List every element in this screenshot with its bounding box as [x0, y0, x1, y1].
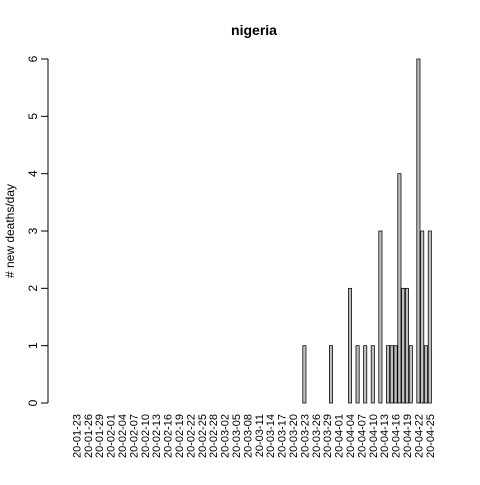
x-tick-label: 20-01-29 [94, 414, 106, 458]
x-tick-label: 20-02-04 [117, 414, 129, 458]
bar [405, 287, 409, 404]
bar [397, 173, 402, 404]
x-tick-label: 20-04-10 [368, 414, 380, 458]
x-tick-label: 20-04-04 [345, 414, 357, 458]
x-tick-label: 20-02-10 [140, 414, 152, 458]
bar [302, 345, 307, 404]
x-tick-label: 20-04-16 [391, 414, 403, 458]
y-tick-label: 4 [26, 170, 40, 177]
bar [401, 287, 406, 404]
bar [424, 345, 428, 404]
x-tick-label: 20-03-11 [254, 414, 266, 457]
x-tick-label: 20-02-19 [174, 414, 186, 458]
bar [427, 230, 432, 404]
y-tick-label: 2 [26, 285, 40, 292]
x-tick-label: 20-04-22 [413, 414, 425, 458]
x-tick-label: 20-04-13 [379, 414, 391, 458]
x-axis: 20-01-23 20-01-26 20-01-29 20-02-01 20-02-04… [71, 414, 436, 458]
bar [408, 345, 413, 404]
chart-title: nigeria [231, 22, 277, 38]
x-tick-label: 20-01-26 [83, 414, 95, 458]
x-tick-label: 20-03-26 [311, 414, 323, 458]
x-tick-label: 20-02-28 [208, 414, 220, 458]
x-tick-label: 20-04-01 [334, 414, 346, 458]
x-tick-label: 20-01-23 [71, 414, 83, 458]
bar [348, 287, 352, 404]
bar [378, 230, 383, 404]
bar [389, 345, 394, 404]
bar [363, 345, 368, 404]
y-axis: 0 1 2 3 4 5 6 [26, 55, 49, 406]
x-tick-label: 20-03-08 [242, 414, 254, 458]
x-tick-label: 20-02-13 [151, 414, 163, 458]
x-tick-label: 20-02-22 [185, 414, 197, 458]
x-tick-label: 20-02-25 [197, 414, 209, 458]
x-tick-label: 20-02-01 [106, 414, 118, 458]
bar [370, 345, 375, 404]
y-tick-label: 0 [26, 399, 40, 406]
y-tick-label: 6 [26, 55, 40, 62]
y-tick-label: 1 [26, 342, 40, 349]
x-tick-label: 20-04-07 [356, 414, 368, 458]
x-tick-label: 20-03-14 [265, 414, 277, 458]
y-tick-label: 5 [26, 113, 40, 120]
x-tick-label: 20-02-16 [163, 414, 175, 458]
bar [420, 230, 425, 404]
bar [386, 345, 390, 404]
bar [416, 58, 421, 404]
x-tick-label: 20-02-07 [128, 414, 140, 458]
x-tick-label: 20-03-29 [322, 414, 334, 458]
bar [393, 345, 398, 404]
x-tick-label: 20-03-20 [288, 414, 300, 458]
x-tick-label: 20-03-05 [231, 414, 243, 458]
bars-group [302, 58, 432, 404]
x-tick-label: 20-03-17 [277, 414, 289, 458]
x-tick-label: 20-04-19 [402, 414, 414, 458]
x-tick-label: 20-03-23 [299, 414, 311, 458]
bar [355, 345, 360, 404]
y-axis-label: # new deaths/day [3, 184, 17, 278]
x-tick-label: 20-04-25 [425, 414, 437, 458]
y-tick-label: 3 [26, 227, 40, 234]
x-tick-label: 20-03-02 [220, 414, 232, 458]
bar [329, 345, 333, 404]
